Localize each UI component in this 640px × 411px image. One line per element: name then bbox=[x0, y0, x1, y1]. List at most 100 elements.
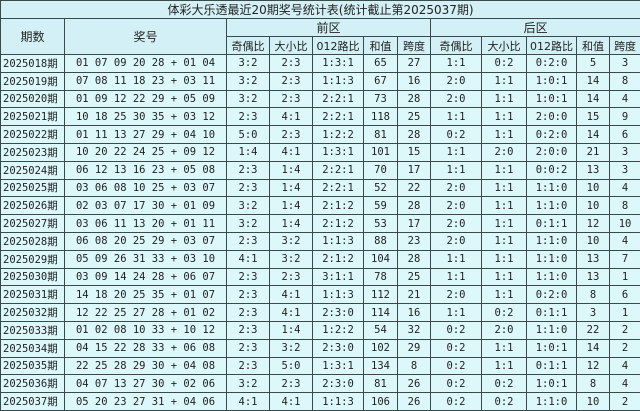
cell-front-span: 26 bbox=[398, 393, 431, 411]
cell-front-big-small: 2:3 bbox=[270, 126, 313, 144]
cell-front-odd-even: 4:1 bbox=[227, 250, 270, 268]
header-front-span: 跨度 bbox=[398, 37, 431, 55]
cell-back-012: 1:0:1 bbox=[527, 339, 577, 357]
cell-front-odd-even: 2:3 bbox=[227, 161, 270, 179]
cell-front-odd-even: 3:2 bbox=[227, 215, 270, 233]
cell-back-span: 8 bbox=[610, 197, 640, 215]
cell-front-span: 15 bbox=[398, 143, 431, 161]
cell-back-012: 1:1:0 bbox=[527, 250, 577, 268]
cell-front-big-small: 2:3 bbox=[270, 375, 313, 393]
cell-front-big-small: 4:1 bbox=[270, 108, 313, 126]
cell-front-odd-even: 2:3 bbox=[227, 304, 270, 322]
cell-front-odd-even: 4:1 bbox=[227, 393, 270, 411]
cell-front-012: 1:1:3 bbox=[313, 72, 364, 90]
cell-numbers: 07 08 11 18 23 + 03 11 bbox=[65, 72, 227, 90]
cell-front-sum: 134 bbox=[364, 357, 398, 375]
cell-back-sum: 10 bbox=[577, 232, 610, 250]
cell-front-012: 1:2:2 bbox=[313, 321, 364, 339]
cell-front-span: 29 bbox=[398, 339, 431, 357]
cell-back-big-small: 1:1 bbox=[482, 339, 527, 357]
cell-front-sum: 81 bbox=[364, 126, 398, 144]
cell-back-012: 0:2:0 bbox=[527, 55, 577, 73]
cell-back-span: 3 bbox=[610, 55, 640, 73]
cell-back-odd-even: 2:0 bbox=[431, 90, 482, 108]
cell-period: 2025024期 bbox=[1, 161, 65, 179]
cell-front-span: 8 bbox=[398, 357, 431, 375]
cell-front-012: 1:3:1 bbox=[313, 55, 364, 73]
cell-numbers: 12 22 25 27 28 + 01 02 bbox=[65, 304, 227, 322]
cell-front-odd-even: 2:3 bbox=[227, 108, 270, 126]
cell-back-odd-even: 0:2 bbox=[431, 321, 482, 339]
cell-back-odd-even: 0:2 bbox=[431, 393, 482, 411]
cell-back-012: 1:1:0 bbox=[527, 232, 577, 250]
cell-front-odd-even: 3:2 bbox=[227, 90, 270, 108]
cell-front-sum: 78 bbox=[364, 268, 398, 286]
cell-front-big-small: 4:1 bbox=[270, 393, 313, 411]
cell-front-span: 27 bbox=[398, 55, 431, 73]
cell-back-big-small: 1:1 bbox=[482, 232, 527, 250]
cell-back-sum: 8 bbox=[577, 375, 610, 393]
cell-numbers: 02 03 07 17 30 + 01 09 bbox=[65, 197, 227, 215]
cell-back-big-small: 1:1 bbox=[482, 268, 527, 286]
header-front-sum: 和值 bbox=[364, 37, 398, 55]
cell-back-big-small: 1:1 bbox=[482, 215, 527, 233]
cell-back-big-small: 0:2 bbox=[482, 304, 527, 322]
cell-numbers: 01 11 13 27 29 + 04 10 bbox=[65, 126, 227, 144]
header-numbers: 奖号 bbox=[65, 19, 227, 55]
cell-back-big-small: 0:2 bbox=[482, 393, 527, 411]
cell-front-span: 21 bbox=[398, 286, 431, 304]
cell-back-012: 1:1:0 bbox=[527, 179, 577, 197]
cell-period: 2025033期 bbox=[1, 321, 65, 339]
cell-numbers: 01 09 12 22 29 + 05 09 bbox=[65, 90, 227, 108]
cell-numbers: 05 20 23 27 31 + 04 06 bbox=[65, 393, 227, 411]
cell-back-span: 4 bbox=[610, 375, 640, 393]
cell-back-012: 0:1:1 bbox=[527, 304, 577, 322]
cell-back-sum: 8 bbox=[577, 286, 610, 304]
cell-period: 2025031期 bbox=[1, 286, 65, 304]
cell-front-012: 2:2:1 bbox=[313, 90, 364, 108]
cell-back-sum: 5 bbox=[577, 55, 610, 73]
cell-period: 2025020期 bbox=[1, 90, 65, 108]
cell-numbers: 14 18 20 25 35 + 01 07 bbox=[65, 286, 227, 304]
cell-back-012: 1:1:0 bbox=[527, 268, 577, 286]
cell-period: 2025018期 bbox=[1, 55, 65, 73]
cell-back-sum: 14 bbox=[577, 339, 610, 357]
cell-back-sum: 10 bbox=[577, 393, 610, 411]
cell-front-odd-even: 3:2 bbox=[227, 375, 270, 393]
cell-front-012: 3:1:1 bbox=[313, 268, 364, 286]
cell-front-span: 16 bbox=[398, 304, 431, 322]
cell-back-span: 4 bbox=[610, 357, 640, 375]
cell-back-odd-even: 2:0 bbox=[431, 215, 482, 233]
header-front-odd-even: 奇偶比 bbox=[227, 37, 270, 55]
cell-back-sum: 13 bbox=[577, 250, 610, 268]
cell-back-big-small: 0:2 bbox=[482, 375, 527, 393]
cell-front-sum: 59 bbox=[364, 197, 398, 215]
cell-back-sum: 15 bbox=[577, 108, 610, 126]
cell-back-012: 2:0:0 bbox=[527, 143, 577, 161]
cell-back-012: 0:2:0 bbox=[527, 286, 577, 304]
cell-back-span: 10 bbox=[610, 215, 640, 233]
cell-front-sum: 118 bbox=[364, 108, 398, 126]
header-back-odd-even: 奇偶比 bbox=[431, 37, 482, 55]
cell-front-big-small: 2:3 bbox=[270, 90, 313, 108]
cell-front-big-small: 1:4 bbox=[270, 321, 313, 339]
cell-back-odd-even: 2:0 bbox=[431, 179, 482, 197]
cell-front-012: 2:1:2 bbox=[313, 250, 364, 268]
header-back-big-small: 大小比 bbox=[482, 37, 527, 55]
cell-period: 2025019期 bbox=[1, 72, 65, 90]
cell-period: 2025028期 bbox=[1, 232, 65, 250]
cell-front-big-small: 1:4 bbox=[270, 197, 313, 215]
cell-front-span: 32 bbox=[398, 321, 431, 339]
cell-front-span: 17 bbox=[398, 161, 431, 179]
cell-back-span: 4 bbox=[610, 232, 640, 250]
cell-front-span: 22 bbox=[398, 179, 431, 197]
